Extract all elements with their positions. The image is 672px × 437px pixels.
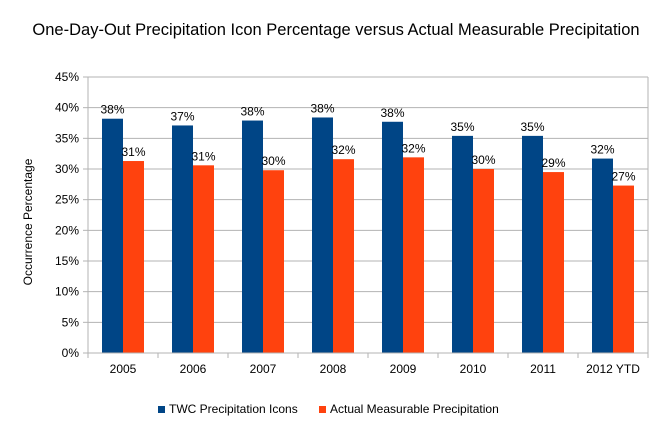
bar-twc-precipitation-icons <box>522 135 543 353</box>
data-label: 29% <box>541 156 565 170</box>
data-label: 35% <box>520 120 544 134</box>
y-tick-label: 0% <box>62 346 80 360</box>
legend-swatch <box>158 406 165 413</box>
x-tick-label: 2006 <box>180 362 207 376</box>
bar-actual-measurable-precipitation <box>193 165 214 353</box>
data-label: 31% <box>121 145 145 159</box>
legend-swatch <box>319 406 326 413</box>
bar-actual-measurable-precipitation <box>403 157 424 353</box>
x-tick-label: 2008 <box>320 362 347 376</box>
bar-actual-measurable-precipitation <box>613 185 634 353</box>
y-tick-label: 15% <box>55 254 79 268</box>
bars <box>102 117 634 354</box>
data-label: 30% <box>261 154 285 168</box>
bar-actual-measurable-precipitation <box>473 169 494 353</box>
data-label: 32% <box>401 141 425 155</box>
data-label: 30% <box>471 153 495 167</box>
bar-twc-precipitation-icons <box>312 117 333 353</box>
bar-actual-measurable-precipitation <box>263 170 284 353</box>
chart-title: One-Day-Out Precipitation Icon Percentag… <box>32 21 639 39</box>
y-tick-label: 10% <box>55 285 79 299</box>
data-label: 32% <box>590 143 614 157</box>
axes: 0% 5% 10% 15% 20% 25% 30% 35% 40% 45% 2005 2006 2007… <box>55 70 649 376</box>
bar-twc-precipitation-icons <box>452 135 473 353</box>
data-label: 27% <box>611 170 635 184</box>
legend-item-twc-precipitation-icons: TWC Precipitation Icons <box>158 402 298 416</box>
legend-label: Actual Measurable Precipitation <box>330 402 499 416</box>
y-axis-label: Occurrence Percentage <box>21 158 35 285</box>
legend: TWC Precipitation Icons Actual Measurable… <box>158 402 499 416</box>
bar-twc-precipitation-icons <box>102 118 123 353</box>
bar-twc-precipitation-icons <box>172 125 193 353</box>
data-label: 31% <box>191 149 215 163</box>
x-tick-label: 2005 <box>110 362 137 376</box>
data-label: 38% <box>380 106 404 120</box>
y-tick-label: 20% <box>55 223 79 237</box>
data-label: 37% <box>170 109 194 123</box>
data-label: 38% <box>240 105 264 119</box>
y-tick-label: 40% <box>55 101 79 115</box>
x-tick-label: 2010 <box>460 362 487 376</box>
x-tick-label: 2009 <box>390 362 417 376</box>
data-label: 38% <box>310 101 334 115</box>
data-labels: 38% 31% 37% 31% 38% 30% 38% 32% 38% 32% 35% 30% 35% 2… <box>100 101 635 183</box>
y-tick-label: 30% <box>55 162 79 176</box>
data-label: 32% <box>331 143 355 157</box>
bar-actual-measurable-precipitation <box>543 172 564 353</box>
bar-twc-precipitation-icons <box>382 121 403 353</box>
data-label: 38% <box>100 103 124 117</box>
bar-twc-precipitation-icons <box>592 158 613 353</box>
legend-label: TWC Precipitation Icons <box>169 402 298 416</box>
y-tick-label: 45% <box>55 70 79 84</box>
bar-actual-measurable-precipitation <box>123 161 144 353</box>
x-tick-label: 2012 YTD <box>586 362 640 376</box>
y-tick-label: 35% <box>55 131 79 145</box>
bar-actual-measurable-precipitation <box>333 159 354 353</box>
legend-item-actual-measurable-precipitation: Actual Measurable Precipitation <box>319 402 499 416</box>
y-tick-label: 25% <box>55 193 79 207</box>
y-tick-label: 5% <box>62 315 80 329</box>
bar-twc-precipitation-icons <box>242 120 263 354</box>
x-tick-label: 2007 <box>250 362 277 376</box>
data-label: 35% <box>450 120 474 134</box>
x-tick-label: 2011 <box>530 362 556 376</box>
